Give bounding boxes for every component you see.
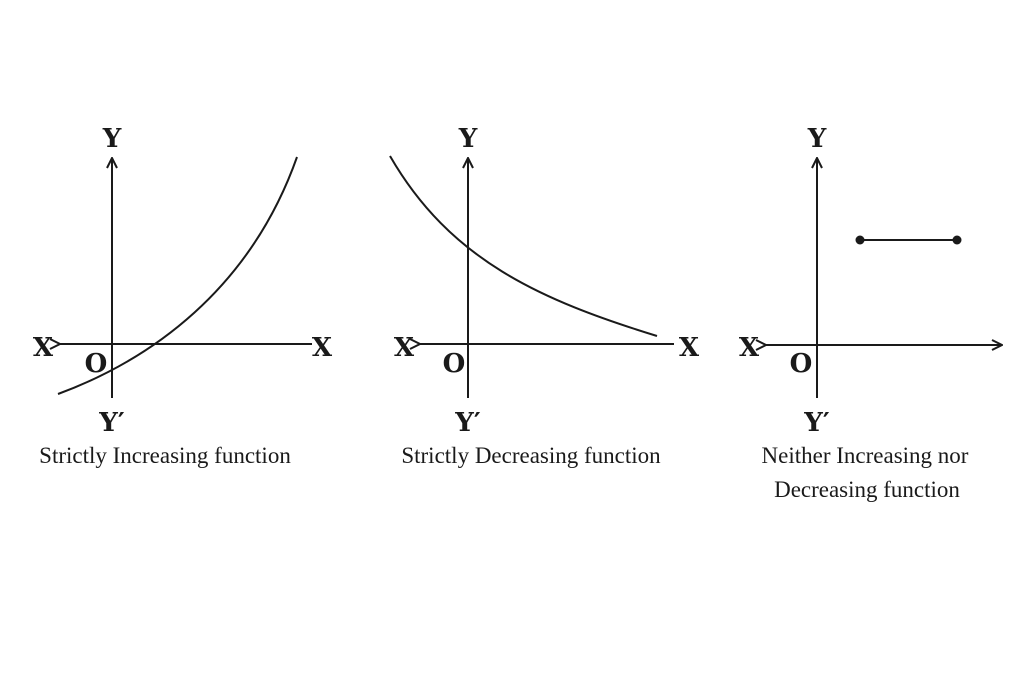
y-axis-label: Y: [807, 124, 827, 154]
x-left-label: X: [33, 333, 54, 363]
caption-line-2: Decreasing function: [774, 477, 960, 502]
y-prime-label: Y′: [98, 408, 125, 438]
x-right-label: X: [312, 333, 333, 363]
panel-constant: Y Y′ X O Neither Increasing nor Decreasi…: [739, 124, 1002, 502]
y-prime-label: Y′: [803, 408, 830, 438]
caption-line-1: Neither Increasing nor: [762, 443, 969, 468]
x-right-label: X: [679, 333, 700, 363]
increasing-curve: [57, 156, 298, 395]
x-left-label: X: [739, 333, 760, 363]
origin-label: O: [85, 349, 108, 379]
x-left-label: X: [394, 333, 415, 363]
y-axis-label: Y: [458, 124, 478, 154]
segment-end-point: [952, 235, 962, 245]
y-prime-label: Y′: [454, 408, 481, 438]
origin-label: O: [443, 349, 466, 379]
caption: Strictly Decreasing function: [401, 443, 661, 468]
origin-label: O: [790, 349, 813, 379]
decreasing-curve: [389, 155, 658, 337]
caption: Strictly Increasing function: [39, 443, 291, 468]
panel-increasing: Y Y′ X X O Strictly Increasing function: [33, 124, 333, 468]
y-axis-label: Y: [102, 124, 122, 154]
panel-decreasing: Y Y′ X X O Strictly Decreasing function: [389, 124, 700, 468]
segment-start-point: [855, 235, 865, 245]
